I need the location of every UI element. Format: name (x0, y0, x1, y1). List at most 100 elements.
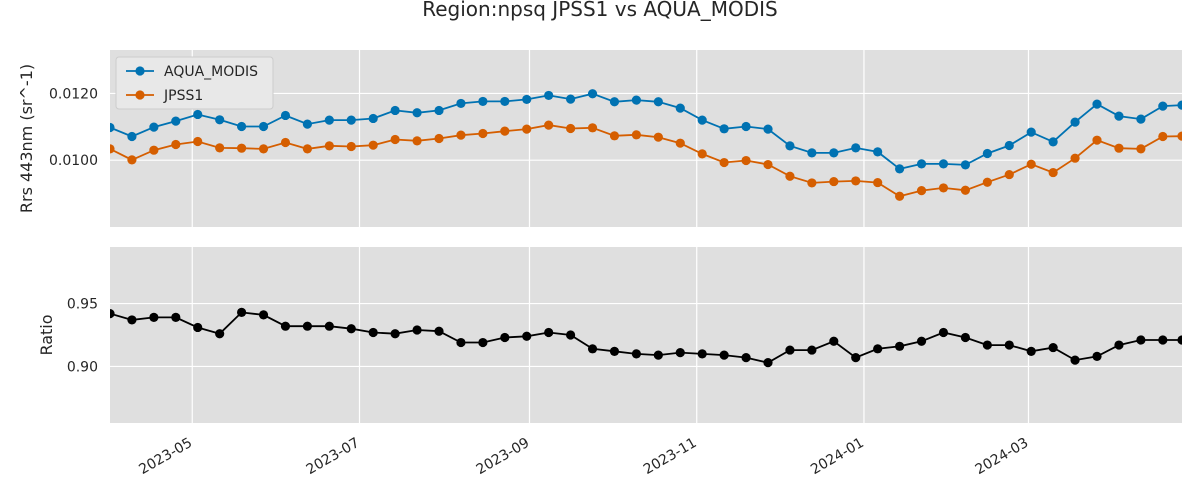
data-point (763, 159, 773, 170)
data-point (412, 136, 422, 146)
y-tick-label: 0.0100 (49, 153, 98, 169)
data-point (609, 131, 620, 141)
data-point (1177, 335, 1182, 345)
data-point (215, 329, 225, 339)
data-point (258, 121, 269, 132)
data-point (237, 121, 247, 132)
data-point (434, 133, 444, 144)
data-point (522, 124, 532, 134)
data-point (1048, 342, 1058, 353)
data-point (478, 128, 488, 139)
x-tick-label: 2023-07 (304, 435, 363, 478)
data-point (741, 121, 751, 132)
legend-label: JPSS1 (163, 88, 203, 104)
data-point (500, 332, 510, 343)
data-point (1026, 159, 1036, 169)
data-point (829, 336, 839, 346)
data-point (127, 315, 137, 325)
data-point (434, 326, 444, 336)
data-point (149, 122, 159, 132)
data-point (346, 141, 356, 152)
data-point (1136, 335, 1146, 345)
data-point (609, 346, 620, 356)
data-point (631, 130, 642, 140)
data-point (653, 350, 663, 360)
data-point (390, 134, 400, 145)
data-point (851, 353, 861, 363)
data-point (1158, 335, 1168, 345)
data-point (324, 115, 334, 125)
data-point (1048, 137, 1058, 147)
data-point (851, 176, 861, 186)
data-point (1092, 135, 1102, 145)
data-point (982, 340, 992, 350)
data-point (873, 344, 883, 354)
data-point (258, 310, 269, 320)
data-point (763, 124, 773, 134)
data-point (807, 178, 817, 188)
series-aqua_modis (110, 89, 1182, 174)
data-point (456, 337, 466, 348)
data-point (237, 307, 247, 317)
data-point (346, 324, 356, 334)
data-point (1070, 117, 1080, 127)
data-point (675, 348, 685, 358)
data-point (916, 159, 927, 169)
data-point (237, 143, 247, 153)
data-point (149, 145, 159, 155)
data-point (916, 336, 927, 346)
data-point (171, 116, 181, 126)
data-point (500, 126, 510, 136)
data-point (412, 108, 422, 118)
data-point (500, 96, 510, 107)
data-point (829, 176, 839, 187)
data-point (873, 177, 883, 188)
data-point (1177, 100, 1182, 110)
data-point (741, 155, 751, 166)
data-point (587, 89, 598, 99)
data-point (390, 105, 400, 116)
data-point (412, 325, 422, 335)
data-point (653, 132, 663, 142)
y-tick-label: 0.95 (67, 297, 98, 313)
data-point (1004, 340, 1014, 350)
data-point (719, 124, 729, 134)
legend-marker (135, 90, 145, 100)
data-point (258, 144, 269, 154)
data-point (302, 119, 313, 129)
data-point (368, 140, 378, 150)
data-point (719, 157, 729, 168)
data-point (895, 164, 905, 174)
data-point (807, 148, 817, 158)
data-point (368, 113, 378, 124)
data-point (785, 171, 795, 181)
panel-0: 0.0100 0.0120 Rrs 443nm (sr^-1) AQUA_MODIS J… (17, 50, 1182, 227)
data-point (982, 177, 992, 187)
legend-box (115, 56, 274, 110)
data-point (587, 123, 598, 133)
data-point (1070, 355, 1080, 365)
data-point (215, 115, 225, 125)
legend-label: AQUA_MODIS (164, 64, 258, 80)
data-point (127, 131, 137, 142)
data-point (829, 148, 839, 158)
data-point (1070, 153, 1080, 163)
x-tick-label: 2023-09 (474, 435, 533, 478)
panel-1: 2023-05 2023-07 2023-09 2023-11 2024-01 2024-… (37, 247, 1182, 478)
data-point (1158, 101, 1168, 111)
data-point (1158, 131, 1168, 142)
data-point (653, 97, 663, 107)
x-tick-label: 2023-05 (136, 435, 195, 478)
data-point (631, 95, 642, 105)
data-point (149, 312, 159, 322)
data-point (719, 350, 729, 360)
data-point (982, 148, 992, 159)
data-point (368, 327, 378, 338)
data-point (960, 160, 971, 170)
x-tick-label: 2023-11 (641, 435, 700, 478)
data-point (873, 147, 883, 157)
data-point (697, 115, 707, 125)
x-tick-label: 2024-03 (973, 435, 1032, 478)
series-jpss1 (110, 120, 1182, 201)
data-point (193, 322, 203, 333)
